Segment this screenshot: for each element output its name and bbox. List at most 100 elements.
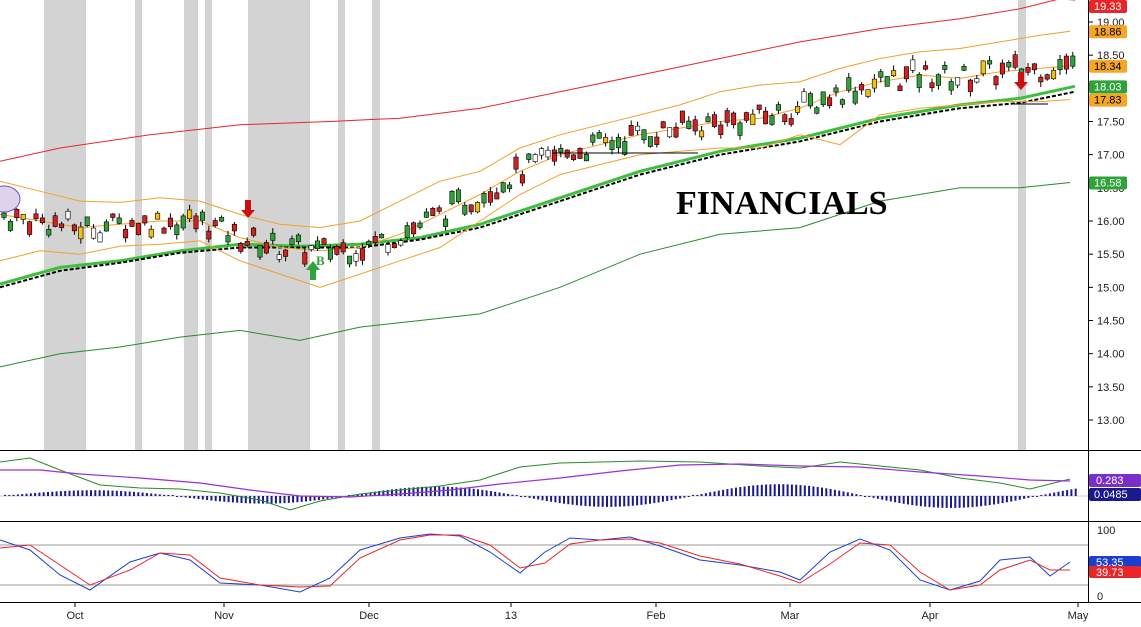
- macd-bar: [227, 496, 230, 503]
- candle: [788, 113, 794, 127]
- candle: [807, 91, 813, 109]
- candle: [1044, 73, 1050, 81]
- candle: [519, 170, 525, 187]
- stochastic-panel: 100 0 53.35 39.73: [0, 525, 1141, 603]
- candle: [955, 77, 961, 89]
- candle: [206, 225, 212, 243]
- macd-bar: [743, 486, 746, 496]
- candle: [174, 222, 180, 240]
- macd-bar: [580, 496, 583, 506]
- candle: [871, 74, 877, 93]
- y-tick-label: 14.50: [1097, 316, 1125, 328]
- macd-bar: [971, 496, 974, 508]
- price-tag: 17.83: [1089, 93, 1127, 107]
- upper-envelope-line: [0, 0, 1076, 162]
- macd-bar: [300, 496, 303, 502]
- macd-bar: [997, 496, 1000, 504]
- macd-bar: [305, 496, 307, 502]
- macd-bar: [167, 495, 170, 496]
- macd-bar: [700, 494, 703, 496]
- macd-bar: [219, 496, 221, 502]
- macd-bar: [408, 487, 411, 496]
- x-tick-label: 13: [505, 610, 517, 622]
- candle: [219, 215, 225, 223]
- candle: [718, 121, 724, 139]
- macd-bar: [752, 485, 755, 496]
- x-tick-label: Feb: [647, 610, 666, 622]
- macd-bar: [623, 496, 626, 507]
- macd-bar: [262, 496, 264, 504]
- candle: [852, 86, 858, 106]
- candle: [897, 83, 903, 92]
- candle: [33, 208, 39, 222]
- candle: [142, 215, 148, 226]
- svg-text:17.83: 17.83: [1094, 95, 1122, 107]
- macd-bar: [537, 496, 540, 500]
- panel-frames: [0, 0, 1141, 603]
- y-tick-label: 13.50: [1097, 382, 1125, 394]
- macd-bar: [266, 496, 269, 504]
- macd-bar: [962, 496, 965, 508]
- macd-bar: [842, 491, 845, 496]
- macd-bar: [782, 484, 785, 496]
- macd-bar: [881, 496, 884, 500]
- macd-bar: [713, 491, 716, 496]
- trend-line-line: [0, 90, 1076, 289]
- candle: [903, 66, 909, 83]
- macd-bar: [128, 491, 131, 496]
- y-tick-label: 15.50: [1097, 249, 1125, 261]
- macd-bar: [653, 496, 656, 504]
- macd-bar: [489, 491, 492, 496]
- candle: [1, 211, 7, 220]
- macd-bar: [988, 496, 991, 506]
- price-series: [0, 0, 1076, 368]
- stoch-d-tag: 39.73: [1089, 566, 1141, 579]
- candle: [97, 230, 103, 243]
- macd-bar: [421, 486, 424, 496]
- macd-bar: [717, 490, 720, 496]
- candle: [238, 242, 244, 254]
- candle: [935, 73, 941, 90]
- candle: [526, 153, 532, 164]
- candle: [481, 191, 487, 208]
- candle: [679, 110, 685, 125]
- macd-bar: [919, 496, 922, 507]
- candle: [731, 111, 737, 129]
- candle: [116, 213, 122, 225]
- macd-bar: [244, 496, 247, 504]
- macd-bar: [111, 490, 114, 496]
- macd-bar: [64, 490, 67, 496]
- macd-bar: [29, 493, 32, 496]
- macd-bar: [176, 496, 178, 497]
- macd-bar: [747, 485, 750, 496]
- lower-envelope-line: [0, 182, 1071, 368]
- candle: [129, 217, 135, 227]
- macd-bar: [545, 496, 548, 501]
- candle: [391, 242, 397, 249]
- y-tick-label: 15.00: [1097, 282, 1125, 294]
- candle: [603, 133, 609, 147]
- macd-bar: [803, 485, 806, 496]
- macd-bar: [524, 496, 527, 498]
- macd-bar: [911, 496, 914, 506]
- macd-bar: [932, 496, 935, 508]
- macd-bar: [799, 485, 802, 496]
- macd-bar: [661, 496, 664, 502]
- macd-bar: [571, 496, 574, 505]
- candle: [20, 213, 26, 225]
- candle: [820, 91, 826, 107]
- candle: [52, 212, 58, 228]
- candle: [961, 63, 967, 72]
- macd-bar: [201, 496, 204, 500]
- macd-bar: [735, 487, 737, 496]
- candle: [123, 224, 129, 243]
- macd-bar: [786, 484, 789, 496]
- macd-bar: [472, 488, 475, 496]
- band-lower-line: [0, 99, 1071, 288]
- candle: [775, 101, 781, 114]
- macd-bar: [627, 496, 630, 507]
- candle: [513, 153, 519, 173]
- macd-bar: [666, 496, 669, 501]
- candle: [231, 222, 237, 236]
- macd-bar: [790, 484, 793, 496]
